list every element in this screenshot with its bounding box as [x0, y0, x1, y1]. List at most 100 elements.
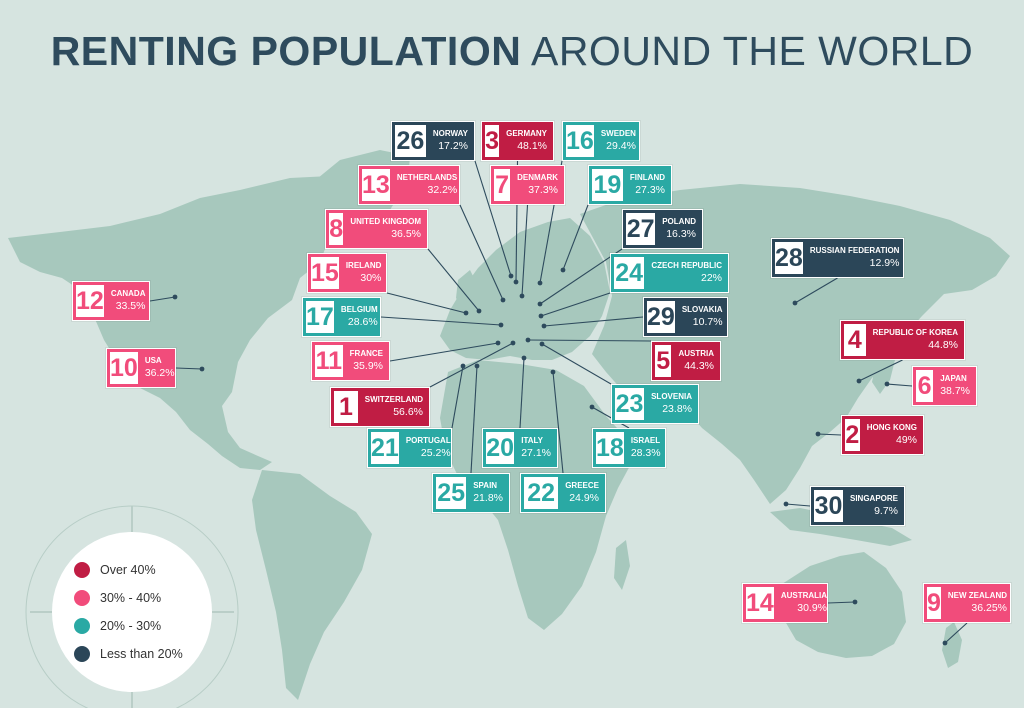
country-percentage: 23.8%	[662, 403, 692, 415]
connector-line-japan	[886, 383, 913, 387]
country-name: CZECH REPUBLIC	[651, 261, 722, 270]
country-label-united-kingdom: 8 UNITED KINGDOM 36.5%	[325, 209, 428, 249]
country-name: SINGAPORE	[849, 494, 898, 503]
legend-item-under-20: Less than 20%	[74, 646, 183, 662]
country-name: GREECE	[565, 481, 599, 490]
country-percentage: 30.9%	[797, 602, 828, 614]
connector-line-republic-of-korea	[858, 359, 903, 382]
country-label-russian-federation: 28 RUSSIAN FEDERATION 12.9%	[771, 238, 904, 278]
country-rank: 18	[596, 432, 624, 464]
country-name: POLAND	[662, 217, 696, 226]
connector-line-hong-kong	[817, 433, 842, 436]
country-name: BELGIUM	[340, 305, 378, 314]
connector-line-italy	[519, 357, 525, 429]
location-pin-slovakia	[541, 323, 547, 329]
country-name: SLOVENIA	[651, 392, 692, 401]
country-label-hong-kong: 2 HONG KONG 49%	[841, 415, 924, 455]
connector-line-ireland	[386, 292, 467, 314]
country-rank: 4	[844, 324, 866, 356]
country-info: SWEDEN 29.4%	[597, 122, 642, 160]
country-name: PORTUGAL	[405, 436, 451, 445]
connector-line-austria	[527, 339, 652, 342]
country-name: SPAIN	[473, 481, 498, 490]
country-info: USA 36.2%	[141, 349, 181, 387]
title-bold-part: RENTING POPULATION	[50, 28, 522, 74]
madagascar-landmass	[614, 540, 630, 590]
country-info: GREECE 24.9%	[561, 474, 605, 512]
country-name: JAPAN	[940, 374, 967, 383]
location-pin-hong-kong	[815, 431, 821, 437]
connector-line-denmark	[521, 204, 529, 297]
country-percentage: 9.7%	[874, 505, 898, 517]
legend: Over 40% 30% - 40% 20% - 30% Less than 2…	[52, 532, 212, 692]
country-label-portugal: 21 PORTUGAL 25.2%	[367, 428, 452, 468]
location-pin-slovenia	[539, 341, 545, 347]
connector-line-usa	[175, 367, 203, 370]
country-name: NORWAY	[432, 129, 468, 138]
country-percentage: 36.25%	[971, 602, 1008, 614]
connector-line-czech-republic	[540, 292, 611, 317]
country-info: BELGIUM 28.6%	[337, 298, 384, 336]
location-pin-netherlands	[500, 297, 506, 303]
country-rank: 22	[524, 477, 559, 509]
australia-landmass	[782, 552, 906, 658]
country-info: NETHERLANDS 32.2%	[393, 166, 463, 204]
location-pin-greece	[550, 369, 556, 375]
legend-label-over-40: Over 40%	[100, 563, 156, 577]
country-percentage: 49%	[895, 434, 917, 446]
country-info: SLOVENIA 23.8%	[647, 385, 698, 423]
location-pin-norway	[508, 273, 514, 279]
country-name: FINLAND	[629, 173, 665, 182]
country-info: SLOVAKIA 10.7%	[678, 298, 729, 336]
north-america-landmass	[8, 176, 345, 470]
country-info: ISRAEL 28.3%	[627, 429, 667, 467]
country-info: CANADA 33.5%	[107, 282, 152, 320]
connector-line-israel	[591, 406, 630, 429]
location-pin-italy	[521, 355, 527, 361]
country-rank: 26	[395, 125, 426, 157]
country-rank: 14	[746, 587, 774, 619]
country-label-germany: 3 GERMANY 48.1%	[481, 121, 554, 161]
country-rank: 8	[329, 213, 344, 245]
country-label-france: 11 FRANCE 35.9%	[311, 341, 390, 381]
country-name: RUSSIAN FEDERATION	[809, 246, 900, 255]
country-label-slovenia: 23 SLOVENIA 23.8%	[611, 384, 699, 424]
country-info: HONG KONG 49%	[863, 416, 923, 454]
country-info: ITALY 27.1%	[517, 429, 557, 467]
country-name: HONG KONG	[866, 423, 917, 432]
connector-line-portugal	[451, 365, 464, 429]
country-name: DENMARK	[517, 173, 558, 182]
connector-line-france	[389, 342, 499, 362]
country-label-new-zealand: 9 NEW ZEALAND 36.25%	[923, 583, 1011, 623]
location-pin-czech-republic	[538, 313, 544, 319]
location-pin-australia	[852, 599, 858, 605]
connector-line-spain	[470, 365, 478, 474]
connector-line-russian-federation	[794, 277, 838, 304]
country-info: PORTUGAL 25.2%	[402, 429, 457, 467]
country-name: NEW ZEALAND	[947, 591, 1008, 600]
country-percentage: 56.6%	[393, 406, 423, 418]
country-name: NETHERLANDS	[396, 173, 458, 182]
country-name: AUSTRALIA	[780, 591, 828, 600]
country-rank: 24	[614, 257, 645, 289]
country-percentage: 16.3%	[666, 228, 696, 240]
country-percentage: 28.6%	[347, 316, 378, 328]
country-rank: 5	[655, 345, 672, 377]
connector-line-canada	[149, 296, 176, 302]
country-info: SINGAPORE 9.7%	[846, 487, 904, 525]
country-info: AUSTRALIA 30.9%	[777, 584, 833, 622]
country-rank: 30	[814, 490, 843, 522]
europe-landmass	[440, 218, 610, 360]
country-rank: 6	[916, 370, 934, 402]
country-rank: 27	[626, 213, 656, 245]
country-rank: 11	[315, 345, 343, 377]
country-rank: 9	[927, 587, 941, 619]
country-label-japan: 6 JAPAN 38.7%	[912, 366, 977, 406]
country-info: IRELAND 30%	[342, 254, 388, 292]
location-pin-israel	[589, 404, 595, 410]
country-info: JAPAN 38.7%	[936, 367, 976, 405]
new-zealand-landmass	[942, 622, 962, 668]
south-america-landmass	[252, 470, 372, 700]
country-percentage: 30%	[360, 272, 382, 284]
country-rank: 12	[76, 285, 104, 317]
